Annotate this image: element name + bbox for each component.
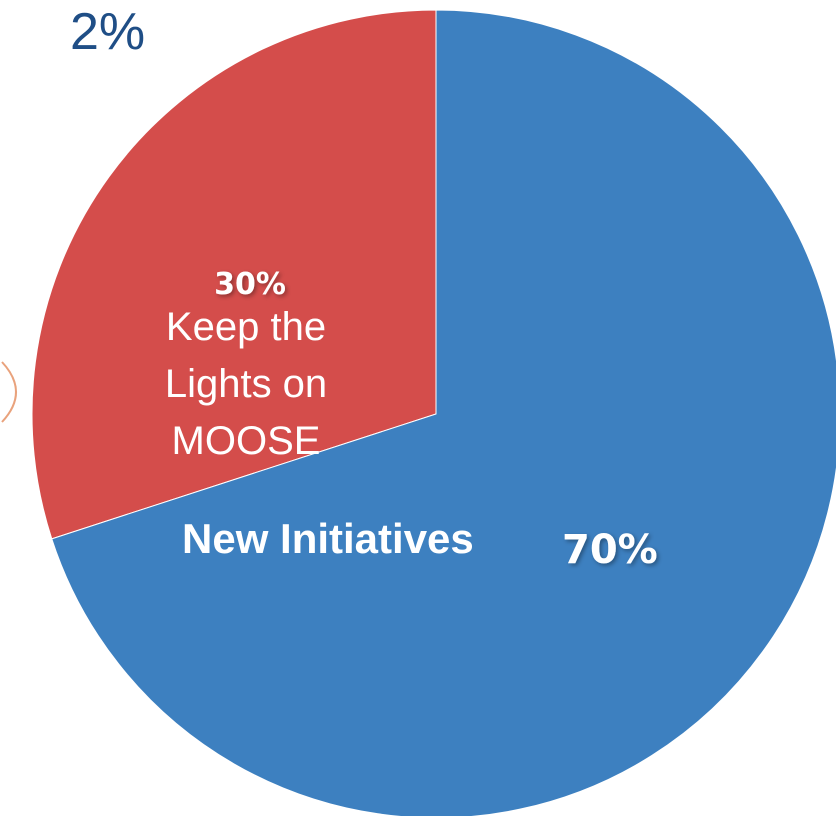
pie-slice-1 [51,9,836,816]
slice-keep-lights-name-line-1: Keep the [166,305,326,349]
slice-keep-lights-name-line-3: MOOSE [172,419,321,463]
pie-slices [31,9,836,816]
pie-slice-0 [31,9,437,540]
pie-labels: 30% Keep the Lights on MOOSE New Initiat… [165,267,658,573]
slice-new-initiatives-name-label: New Initiatives [182,515,474,562]
slice-keep-lights-value-label: 30% [214,267,286,302]
slice-new-initiatives-value-label: 70% [562,527,658,573]
corner-percent-text: 2% [70,3,146,61]
edge-arc-fragment [1,361,17,423]
slice-keep-lights-name-line-2: Lights on [165,362,327,406]
